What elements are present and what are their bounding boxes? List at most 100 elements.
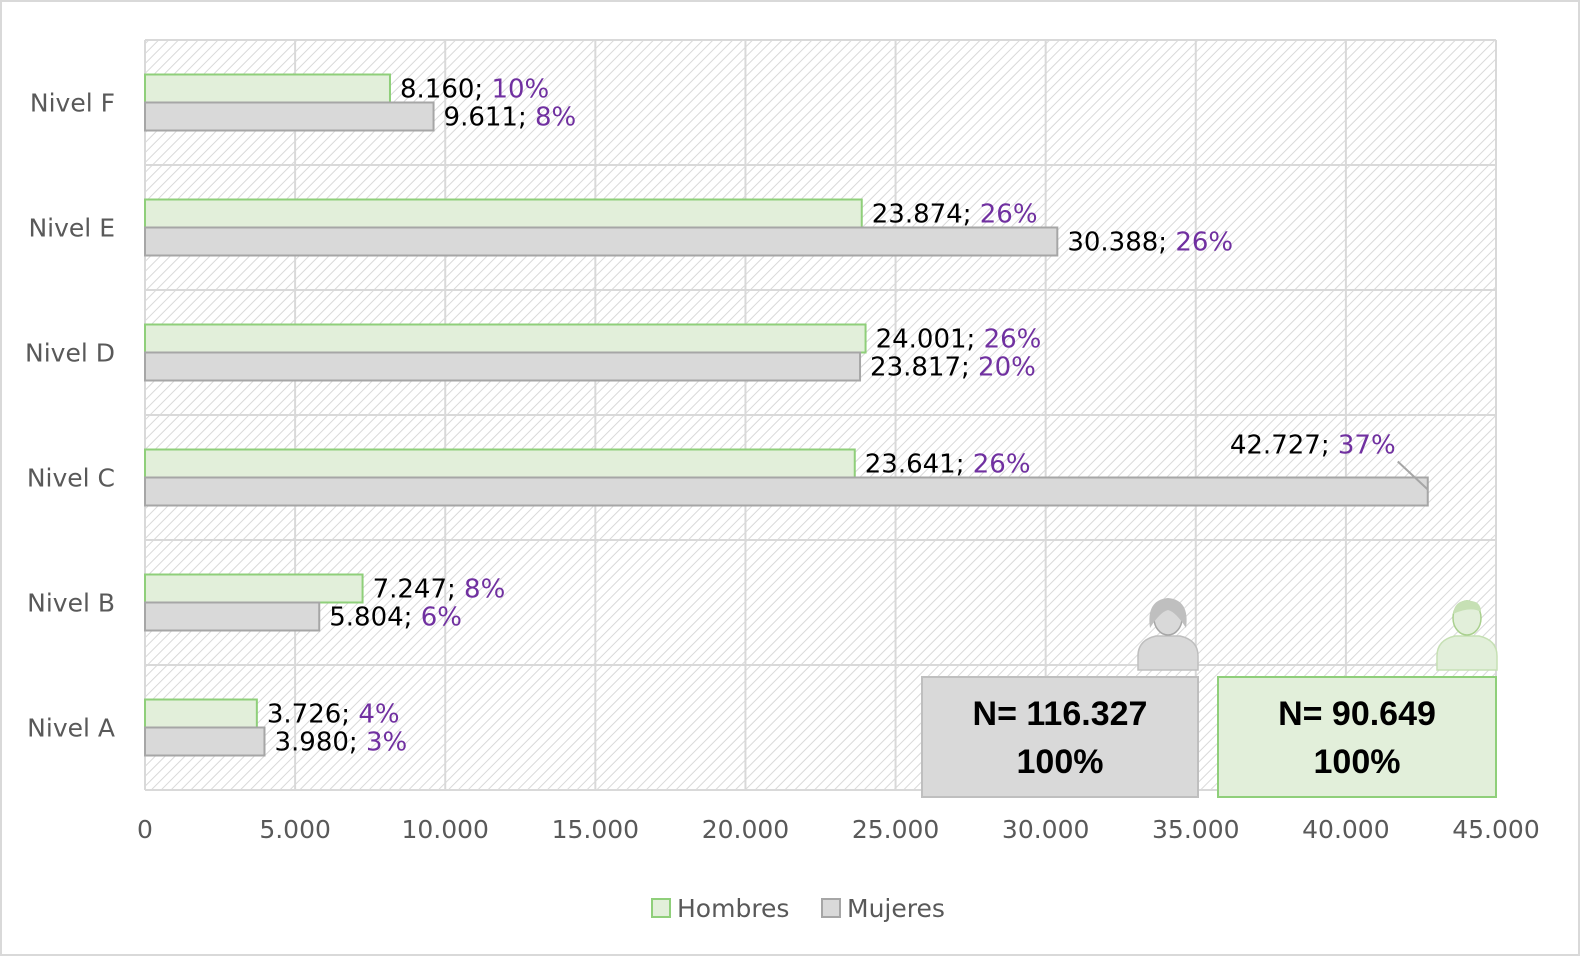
data-label-separator: ;: [474, 75, 491, 105]
bar-mujeres: [144, 351, 862, 382]
data-label-percent: 8%: [464, 575, 505, 605]
data-label-percent: 4%: [358, 700, 399, 730]
bars: [144, 73, 1429, 757]
category-label: Nivel A: [27, 714, 115, 743]
data-label-percent: 26%: [984, 325, 1042, 355]
legend-item-mujeres: Mujeres: [821, 894, 945, 923]
total-count: N= 116.327: [973, 695, 1148, 733]
total-box-hombres: N= 90.649 100%: [1217, 676, 1497, 798]
data-label-separator: ;: [404, 603, 421, 633]
data-label-separator: ;: [341, 700, 358, 730]
bar-mujeres: [144, 101, 435, 132]
data-label-percent: 10%: [491, 75, 549, 105]
x-tick-label: 45.000: [1452, 815, 1539, 844]
x-tick-label: 5.000: [259, 815, 331, 844]
man-icon: [1436, 600, 1498, 671]
x-tick-label: 15.000: [552, 815, 639, 844]
legend: Hombres Mujeres: [651, 894, 945, 923]
x-axis: 0 5.000 10.000 15.000 20.000 25.000 30.000 35.0…: [137, 40, 1540, 844]
data-label-value: 8.160: [400, 75, 474, 105]
data-label: 3.726; 4%: [267, 700, 400, 730]
x-tick-label: 25.000: [852, 815, 939, 844]
data-label-value: 23.874: [872, 200, 963, 230]
data-label-percent: 26%: [1175, 228, 1233, 258]
data-label-separator: ;: [1158, 228, 1175, 258]
category-label: Nivel D: [25, 339, 115, 368]
x-tick-label: 40.000: [1302, 815, 1389, 844]
bar-mujeres: [144, 226, 1059, 257]
woman-icon: [1137, 598, 1199, 671]
total-box-background: [1217, 676, 1497, 798]
bar-hombres: [144, 573, 364, 604]
total-count: N= 90.649: [1278, 695, 1436, 733]
bar-hombres: [144, 698, 258, 729]
x-tick-label: 30.000: [1002, 815, 1089, 844]
data-label-leader-line: [1397, 460, 1429, 491]
data-label: 30.388; 26%: [1067, 228, 1233, 258]
bar-mujeres: [144, 601, 321, 632]
totals: N= 116.327 100% N= 90.649 100%: [921, 598, 1498, 798]
total-box-background: [921, 676, 1199, 798]
category-axis: Nivel A Nivel B Nivel C Nivel D Nivel E Nivel…: [25, 89, 115, 743]
data-label: 5.804; 6%: [329, 603, 462, 633]
data-label-percent: 8%: [535, 103, 576, 133]
category-label: Nivel E: [28, 214, 115, 243]
data-label-percent: 3%: [366, 728, 407, 758]
data-label-value: 23.817: [870, 353, 961, 383]
data-label-value: 42.727: [1230, 431, 1321, 461]
bar-mujeres: [144, 476, 1429, 507]
data-label-value: 24.001: [876, 325, 967, 355]
data-label: 23.874; 26%: [872, 200, 1038, 230]
legend-label: Mujeres: [847, 894, 945, 923]
data-label-value: 7.247: [373, 575, 447, 605]
data-label-separator: ;: [967, 325, 984, 355]
x-tick-label: 35.000: [1152, 815, 1239, 844]
data-label-percent: 20%: [978, 353, 1036, 383]
bar-hombres: [144, 448, 856, 479]
data-label-value: 23.641: [865, 450, 956, 480]
data-label-separator: ;: [956, 450, 973, 480]
x-tick-label: 20.000: [702, 815, 789, 844]
data-label-separator: ;: [1321, 431, 1338, 461]
data-label: 9.611; 8%: [444, 103, 577, 133]
data-label-percent: 37%: [1338, 431, 1396, 461]
data-label-value: 9.611: [444, 103, 518, 133]
data-label: 3.980; 3%: [274, 728, 407, 758]
data-label-separator: ;: [518, 103, 535, 133]
grid-lines: [144, 39, 1497, 791]
data-label-separator: ;: [961, 353, 978, 383]
data-label: 8.160; 10%: [400, 75, 549, 105]
category-label: Nivel C: [27, 464, 115, 493]
data-label: 42.727; 37%: [1230, 431, 1396, 461]
data-label-percent: 6%: [421, 603, 462, 633]
data-labels: 3.726; 4%3.980; 3%7.247; 8%5.804; 6%23.6…: [267, 75, 1429, 758]
data-label-separator: ;: [963, 200, 980, 230]
x-tick-label: 10.000: [401, 815, 488, 844]
total-percent: 100%: [1017, 743, 1104, 781]
data-label-value: 30.388: [1067, 228, 1158, 258]
total-percent: 100%: [1314, 743, 1401, 781]
x-tick-label: 0: [137, 815, 153, 844]
data-label-value: 3.726: [267, 700, 341, 730]
data-label: 23.817; 20%: [870, 353, 1036, 383]
total-box-mujeres: N= 116.327 100%: [921, 676, 1199, 798]
bar-hombres: [144, 198, 863, 229]
bar-hombres: [144, 73, 391, 104]
bar-mujeres: [144, 726, 266, 757]
legend-item-hombres: Hombres: [651, 894, 789, 923]
data-label-value: 3.980: [274, 728, 348, 758]
data-label-percent: 26%: [973, 450, 1031, 480]
legend-swatch: [651, 898, 671, 918]
data-label-separator: ;: [349, 728, 366, 758]
data-label: 23.641; 26%: [865, 450, 1031, 480]
data-label-percent: 26%: [980, 200, 1038, 230]
category-label: Nivel F: [30, 89, 115, 118]
data-label: 24.001; 26%: [876, 325, 1042, 355]
data-label-separator: ;: [447, 575, 464, 605]
legend-label: Hombres: [677, 894, 789, 923]
data-label-value: 5.804: [329, 603, 403, 633]
bar-hombres: [144, 323, 867, 354]
data-label: 7.247; 8%: [373, 575, 506, 605]
